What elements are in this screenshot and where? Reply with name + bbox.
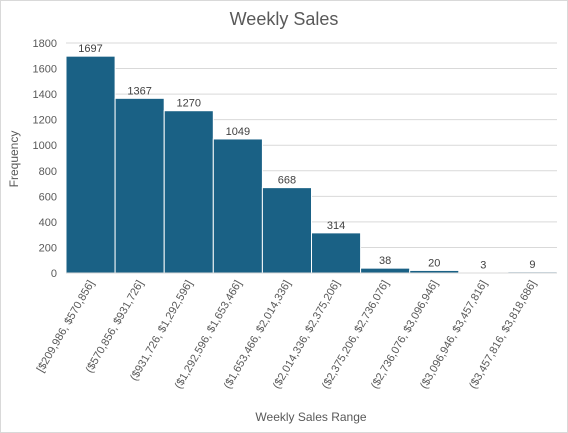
bar-value-label: 1049 <box>226 126 250 138</box>
data-labels: 1697 1367 1270 1049 668 314 38 20 3 9 <box>78 43 535 271</box>
y-tick-label: 200 <box>39 242 57 254</box>
histogram-bar <box>65 55 116 274</box>
histogram-bar <box>311 232 362 274</box>
x-axis-title: Weekly Sales Range <box>255 410 366 424</box>
y-tick-label: 1200 <box>33 115 57 127</box>
histogram-bar <box>114 97 165 274</box>
histogram-bar <box>212 138 263 274</box>
y-tick-label: 800 <box>39 166 57 178</box>
y-tick-label: 400 <box>39 217 57 229</box>
bar-value-label: 38 <box>379 255 391 267</box>
y-tick-label: 1600 <box>33 64 57 76</box>
bar-value-label: 9 <box>529 259 535 271</box>
histogram-bar <box>163 110 214 274</box>
bar-value-label: 668 <box>278 175 296 187</box>
bar-value-label: 1270 <box>177 98 201 110</box>
bar-value-label: 20 <box>428 257 440 269</box>
y-tick-label: 1000 <box>33 140 57 152</box>
y-tick-label: 0 <box>51 268 57 280</box>
bar-value-label: 314 <box>327 220 345 232</box>
histogram-bar <box>360 267 411 274</box>
chart-title: Weekly Sales <box>230 9 339 29</box>
y-tick-label: 1800 <box>33 38 57 50</box>
y-tick-label: 1400 <box>33 89 57 101</box>
bar-value-label: 1367 <box>127 85 151 97</box>
bar-value-label: 3 <box>480 260 486 272</box>
bars <box>65 55 558 274</box>
x-axis-ticks: [$209,986, $570,856]($570,856, $931,726]… <box>35 279 539 391</box>
y-axis-title: Frequency <box>7 131 21 188</box>
histogram-bar <box>261 187 312 274</box>
y-tick-label: 600 <box>39 191 57 203</box>
bar-value-label: 1697 <box>78 43 102 55</box>
y-axis-ticks: 0 200 400 600 800 1000 1200 1400 1600 1800 <box>33 38 57 280</box>
